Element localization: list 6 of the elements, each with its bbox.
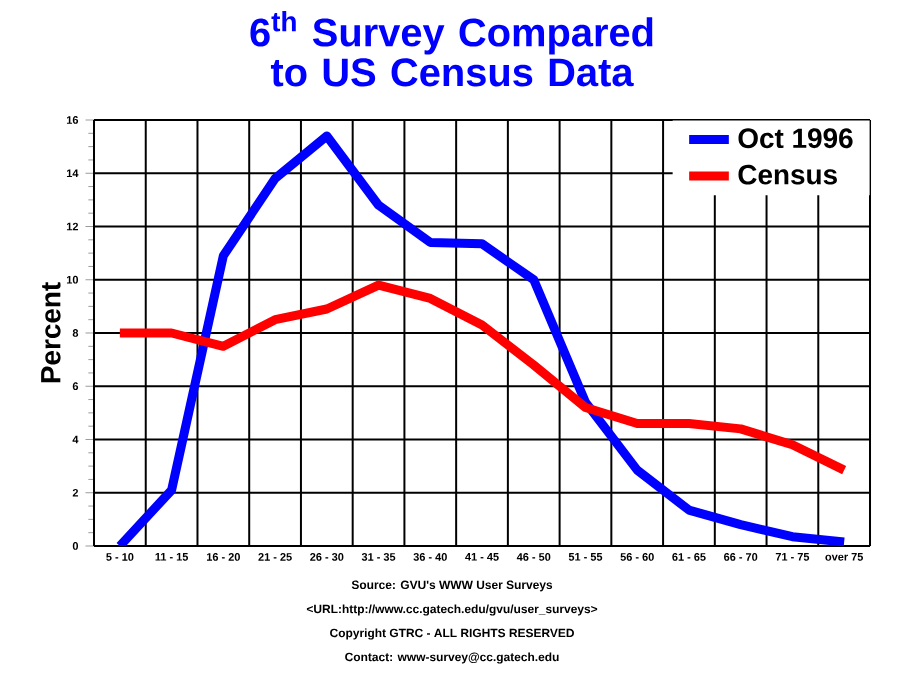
y-axis-title: Percent [41,282,61,383]
line-series [115,280,849,475]
legend-label: Census [738,164,837,185]
legend-label: Oct 1996 [738,128,853,149]
line-series [115,131,849,546]
chart-title: 6$^{th}$ Survey Compared to US Census Data [250,11,653,87]
